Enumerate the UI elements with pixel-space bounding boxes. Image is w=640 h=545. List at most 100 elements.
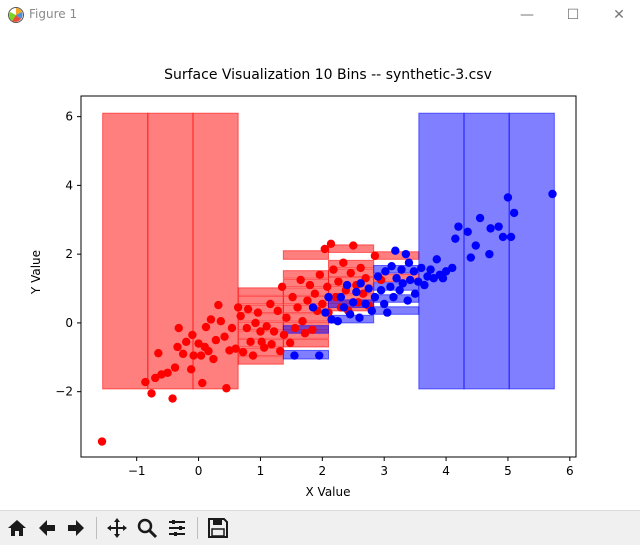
blue-data-point xyxy=(475,213,485,223)
close-icon: ✕ xyxy=(613,7,625,23)
red-data-point xyxy=(315,270,325,279)
red-data-point xyxy=(236,311,245,321)
blue-data-point xyxy=(409,267,419,276)
blue-data-point xyxy=(441,267,451,276)
red-data-point xyxy=(288,292,297,302)
blue-data-point xyxy=(387,261,396,271)
blue-data-point xyxy=(383,308,392,317)
red-bin-rect xyxy=(282,250,329,260)
red-data-point xyxy=(222,384,231,393)
red-data-point xyxy=(201,322,211,332)
y-axis-label: Y Value xyxy=(29,250,43,295)
blue-data-point xyxy=(451,234,460,243)
red-bin-rect xyxy=(328,259,375,269)
red-data-point xyxy=(276,346,285,356)
red-data-point xyxy=(248,351,258,360)
subplots-button[interactable] xyxy=(164,515,190,541)
red-data-point xyxy=(323,282,332,292)
red-data-point xyxy=(170,363,180,372)
red-bin-rect xyxy=(147,112,194,390)
red-data-point xyxy=(339,258,348,267)
red-data-point xyxy=(168,394,177,403)
blue-data-point xyxy=(367,306,377,316)
chart-svg: Surface Visualization 10 Bins -- synthet… xyxy=(29,67,577,499)
blue-data-point xyxy=(373,272,383,281)
forward-button[interactable] xyxy=(63,515,89,541)
zoom-button[interactable] xyxy=(134,515,160,541)
toolbar-separator xyxy=(96,517,97,539)
red-data-point xyxy=(358,289,368,298)
red-data-point xyxy=(206,315,216,324)
blue-data-point xyxy=(345,310,355,319)
blue-data-point xyxy=(379,299,389,309)
red-data-point xyxy=(174,323,183,333)
blue-data-point xyxy=(414,277,423,286)
red-data-point xyxy=(326,239,336,249)
blue-data-point xyxy=(308,303,318,312)
red-data-point xyxy=(238,347,248,357)
blue-data-point xyxy=(503,193,513,202)
blue-data-point xyxy=(448,263,457,273)
blue-data-point xyxy=(432,255,441,264)
toolbar-separator xyxy=(197,517,198,539)
red-data-point xyxy=(242,323,252,333)
blue-bin-rect xyxy=(508,112,555,390)
blue-data-point xyxy=(498,232,508,242)
red-data-point xyxy=(273,306,282,316)
red-data-point xyxy=(178,349,188,359)
red-data-point xyxy=(259,343,269,352)
blue-data-point xyxy=(454,222,463,231)
blue-data-point xyxy=(349,298,358,307)
blue-data-point xyxy=(398,279,407,288)
red-bin-rect xyxy=(237,287,284,296)
close-button[interactable]: ✕ xyxy=(596,0,640,30)
red-data-point xyxy=(277,282,287,292)
y-tick-label: 2 xyxy=(65,247,73,261)
blue-data-point xyxy=(386,282,395,292)
blue-data-point xyxy=(370,292,380,302)
red-data-point xyxy=(293,303,302,312)
red-data-point xyxy=(262,322,271,331)
pan-button[interactable] xyxy=(104,515,130,541)
red-data-point xyxy=(154,348,163,358)
red-data-point xyxy=(251,318,260,328)
x-tick-label: 5 xyxy=(504,464,512,478)
maximize-icon: ☐ xyxy=(566,7,580,23)
blue-data-point xyxy=(391,246,400,255)
blue-data-point xyxy=(342,280,352,290)
window-titlebar: Figure 1 — ☐ ✕ xyxy=(0,0,640,30)
blue-data-point xyxy=(486,224,495,233)
red-data-point xyxy=(267,340,276,349)
blue-bin-rect xyxy=(282,349,329,360)
blue-data-point xyxy=(364,284,373,293)
minimize-button[interactable]: — xyxy=(504,0,550,30)
blue-data-point xyxy=(324,292,333,302)
chart-title: Surface Visualization 10 Bins -- synthet… xyxy=(164,67,492,83)
red-data-point xyxy=(151,373,160,383)
back-button[interactable] xyxy=(34,515,60,541)
red-bin-rect xyxy=(237,356,284,365)
blue-data-point xyxy=(404,258,414,267)
red-data-point xyxy=(370,251,380,261)
forward-arrow-icon xyxy=(68,520,84,536)
red-data-point xyxy=(163,368,172,377)
blue-data-point xyxy=(463,227,472,237)
blue-data-point xyxy=(356,279,365,288)
save-button[interactable] xyxy=(205,515,231,541)
maximize-button[interactable]: ☐ xyxy=(550,0,596,30)
axes-layer: −1 0 1 2 3 4 5 6 −2 0 2 4 6 xyxy=(55,110,573,478)
blue-data-point xyxy=(405,275,415,285)
red-bin-rect xyxy=(102,112,149,390)
red-data-point xyxy=(216,316,226,326)
red-data-point xyxy=(186,365,196,374)
back-arrow-icon xyxy=(39,520,55,536)
x-tick-label: 4 xyxy=(442,464,450,478)
y-tick-label: 6 xyxy=(65,110,73,124)
red-data-point xyxy=(211,335,221,345)
x-axis-label: X Value xyxy=(306,485,351,499)
red-bin-rect xyxy=(237,295,284,305)
x-tick-label: 2 xyxy=(318,464,326,478)
red-data-point xyxy=(196,351,206,360)
home-button[interactable] xyxy=(4,515,30,541)
figure-canvas: Surface Visualization 10 Bins -- synthet… xyxy=(0,30,640,510)
